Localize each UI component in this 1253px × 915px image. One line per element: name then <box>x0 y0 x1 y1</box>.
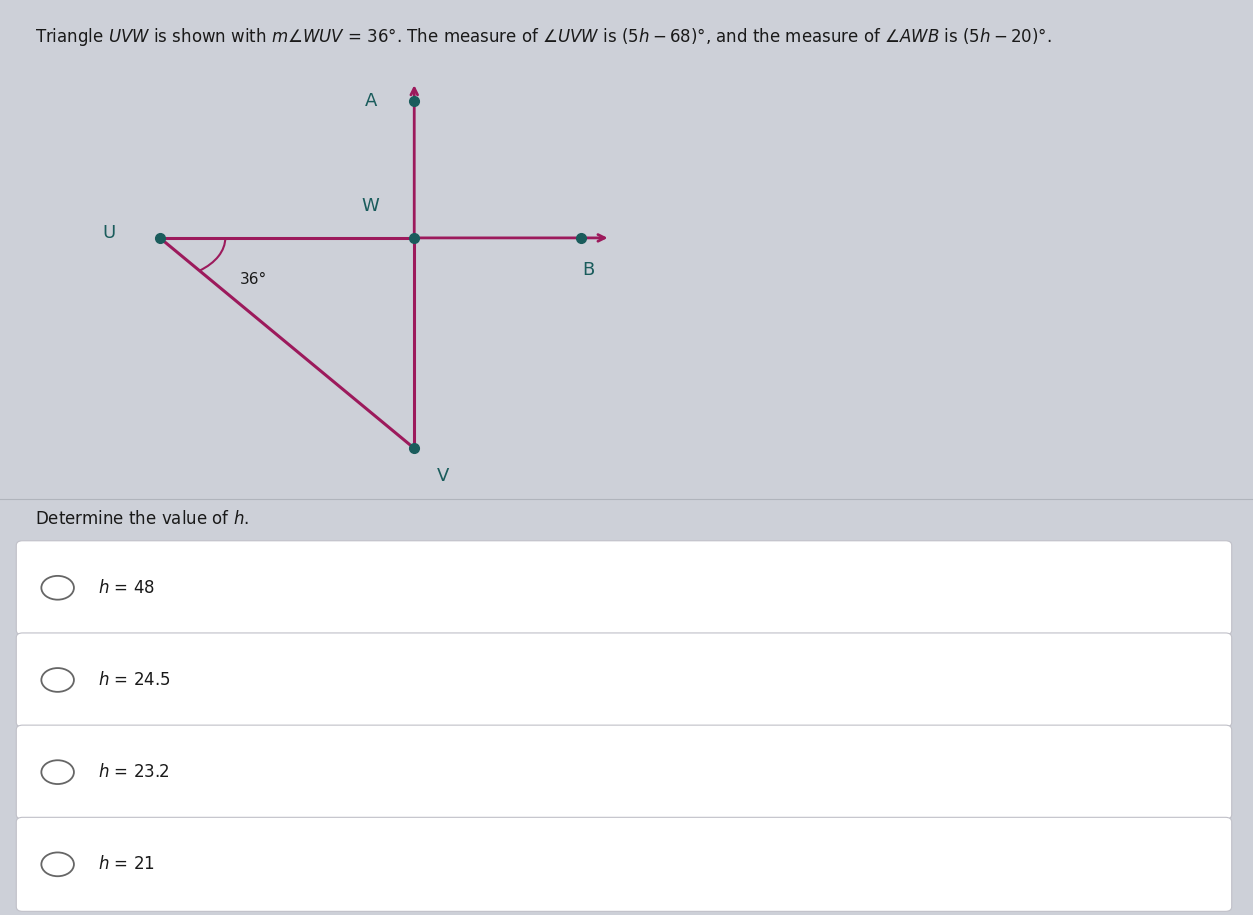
Text: U: U <box>103 224 115 242</box>
Text: W: W <box>362 197 380 215</box>
Text: B: B <box>583 261 595 279</box>
Text: $h$ = 24.5: $h$ = 24.5 <box>98 671 170 689</box>
Text: $h$ = 21: $h$ = 21 <box>98 856 154 873</box>
Text: $h$ = 23.2: $h$ = 23.2 <box>98 763 169 781</box>
Text: 36°: 36° <box>239 272 267 286</box>
Text: Determine the value of $h$.: Determine the value of $h$. <box>35 510 249 528</box>
Text: $h$ = 48: $h$ = 48 <box>98 579 154 597</box>
Text: Triangle $UVW$ is shown with $m\angle WUV$ = 36°. The measure of $\angle UVW$ is: Triangle $UVW$ is shown with $m\angle WU… <box>35 26 1051 48</box>
Text: A: A <box>365 92 377 110</box>
Text: V: V <box>437 467 450 485</box>
